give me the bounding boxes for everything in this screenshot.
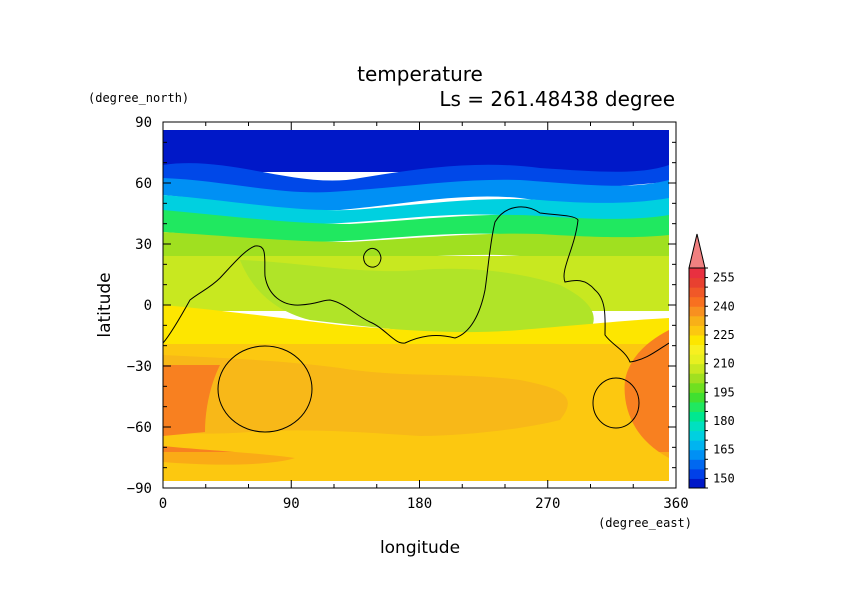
colorbar-label: 255 [713,271,735,285]
topography-contour-southeast [592,377,640,429]
colorbar-label: 240 [713,299,735,313]
colorbar-segment [689,363,705,374]
colorbar-extend-arrow [688,233,706,269]
colorbar-segment [689,344,705,355]
chart-subtitle: Ls = 261.48438 degree [439,87,675,111]
colorbar-label: 180 [713,414,735,428]
x-axis-label: longitude [380,538,460,558]
colorbar-segment [689,306,705,317]
colorbar-segment [689,392,705,403]
x-tick-label: 0 [159,496,167,512]
colorbar-label: 225 [713,328,735,342]
band-195 [163,210,669,242]
colorbar-segment [689,373,705,384]
colorbar: 150 165 180 195 210 225 240 255 [688,233,735,489]
band-south-edge [163,452,669,481]
y-tick-label: 0 [144,298,152,314]
colorbar-segment [689,287,705,298]
colorbar-frame [688,267,706,489]
temperature-field [163,130,669,481]
colorbar-segment [689,325,705,336]
hot-spot-east [624,330,669,458]
y-tick-label: 90 [135,115,152,131]
colorbar-segment [689,401,705,412]
axis-tick-labels: 0 90 180 270 360 90 60 30 0 −30 −60 −90 [127,115,689,512]
y-tick-label: −90 [127,481,152,497]
topography-contour-southwest [217,345,313,433]
colorbar-segment [689,296,705,307]
colorbar-segment [689,277,705,288]
band-205 [163,232,669,262]
x-unit-label: (degree_east) [598,516,692,530]
y-tick-label: −60 [127,420,152,436]
colorbar-segment [689,430,705,441]
band-equatorial-cool [240,260,594,335]
chart-title: temperature [357,62,483,86]
colorbar-segment [689,468,705,479]
colorbar-segment [689,440,705,451]
colorbar-segment [689,421,705,432]
x-tick-label: 360 [663,496,688,512]
band-230 [163,355,568,436]
x-tick-label: 180 [407,496,432,512]
band-polar-cap [163,130,669,172]
y-tick-label: −30 [127,359,152,375]
y-unit-label: (degree_north) [88,91,189,105]
topography-contour-small [363,247,382,268]
colorbar-segment [689,315,705,326]
x-tick-label: 90 [283,496,300,512]
colorbar-label: 165 [713,443,735,457]
colorbar-label: 195 [713,385,735,399]
colorbar-segment [689,459,705,470]
colorbar-segment [689,382,705,393]
colorbar-label: 210 [713,357,735,371]
axis-ticks [162,121,677,489]
band-165 [163,178,669,211]
band-220 [163,305,669,352]
topography-contour-main [163,206,669,363]
x-tick-label: 270 [535,496,560,512]
colorbar-segment [689,334,705,346]
hot-spot-west [163,365,220,436]
y-axis-label: latitude [95,272,115,337]
colorbar-segment [689,478,705,489]
y-tick-label: 60 [135,176,152,192]
colorbar-segment [689,268,705,279]
colorbar-segment [689,449,705,460]
y-tick-label: 30 [135,237,152,253]
colorbar-segment [689,354,705,365]
colorbar-segment [689,411,705,422]
colorbar-label: 150 [713,471,735,485]
